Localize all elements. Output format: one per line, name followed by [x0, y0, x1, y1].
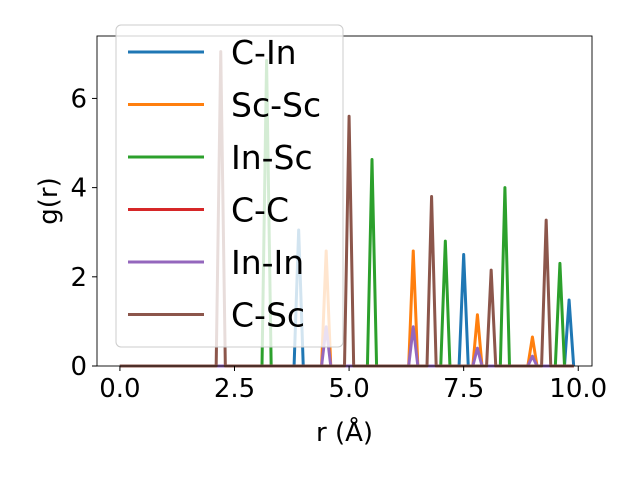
legend-item: In-In [128, 243, 304, 282]
x-tick-label: 7.5 [443, 374, 484, 404]
legend-label: In-In [231, 243, 304, 282]
legend-label: C-C [231, 191, 289, 230]
x-tick-label: 10.0 [549, 374, 607, 404]
axis-ticks: 0.0 2.5 5.0 7.5 10.0 0 2 4 6 [70, 84, 607, 404]
legend-item: In-Sc [128, 138, 313, 177]
legend-box [115, 24, 344, 348]
legend: C-In Sc-Sc In-Sc C-C In-In C-Sc [115, 24, 344, 348]
x-tick-label: 0.0 [99, 374, 140, 404]
legend-item: Sc-Sc [128, 86, 321, 125]
y-tick-label: 2 [70, 263, 87, 293]
x-tick-label: 2.5 [214, 374, 255, 404]
x-tick-label: 5.0 [328, 374, 369, 404]
y-axis-label: g(r) [34, 177, 64, 224]
legend-label: In-Sc [231, 138, 313, 177]
legend-item: C-In [128, 33, 297, 72]
legend-label: Sc-Sc [231, 86, 321, 125]
axes-frame [96, 35, 593, 367]
legend-label: C-Sc [231, 296, 305, 335]
legend-item: C-C [128, 191, 289, 230]
x-axis-label: r (Å) [316, 416, 373, 448]
legend-label: C-In [231, 33, 297, 72]
y-tick-label: 6 [70, 84, 87, 114]
y-tick-label: 4 [70, 174, 87, 204]
legend-item: C-Sc [128, 296, 305, 335]
y-tick-label: 0 [70, 352, 87, 382]
